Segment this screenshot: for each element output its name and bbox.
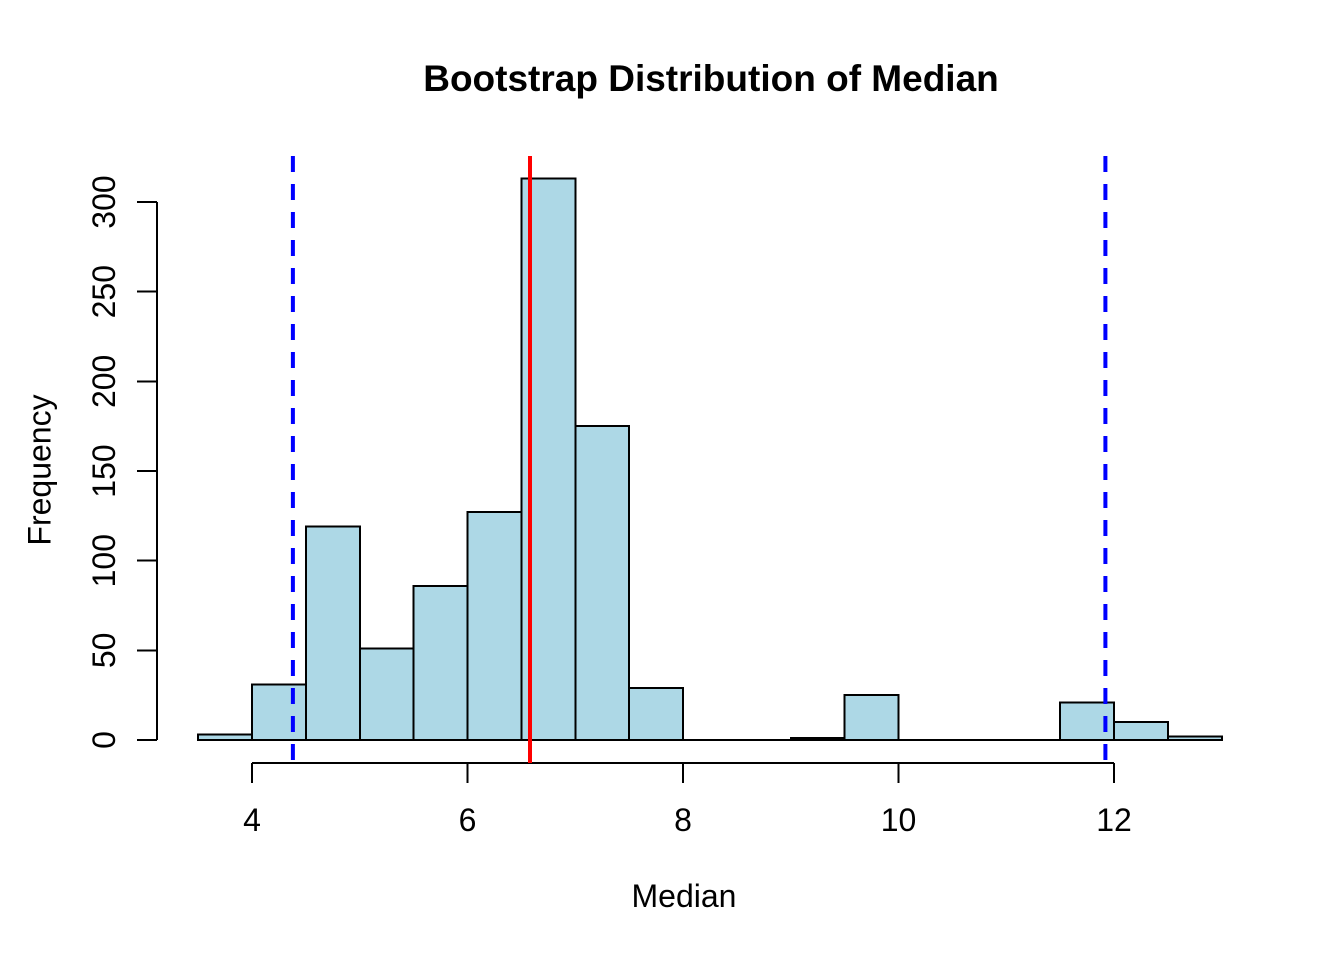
- histogram-bar: [1113, 721, 1169, 741]
- chart-title: Bootstrap Distribution of Median: [423, 58, 999, 99]
- y-tick-label: 100: [86, 534, 122, 587]
- histogram-bar: [304, 525, 361, 741]
- y-tick-label: 300: [86, 175, 122, 228]
- histogram-bar: [574, 425, 631, 741]
- y-tick-label: 250: [86, 265, 122, 318]
- y-tick-label: 200: [86, 355, 122, 408]
- histogram-bar: [358, 647, 415, 741]
- x-axis-label: Median: [631, 878, 737, 914]
- histogram-bar: [251, 683, 307, 742]
- histogram-bar: [412, 584, 469, 741]
- histogram-bar: [843, 694, 900, 742]
- y-tick-label: 150: [86, 444, 122, 497]
- y-tick-label: 0: [86, 731, 122, 749]
- histogram-bar: [466, 511, 523, 742]
- x-tick-label: 6: [459, 802, 477, 838]
- histogram-bar: [628, 687, 684, 741]
- x-tick-label: 4: [243, 802, 261, 838]
- x-tick-label: 12: [1096, 802, 1132, 838]
- x-tick-label: 10: [881, 802, 917, 838]
- x-tick-label: 8: [674, 802, 692, 838]
- y-tick-label: 50: [86, 633, 122, 669]
